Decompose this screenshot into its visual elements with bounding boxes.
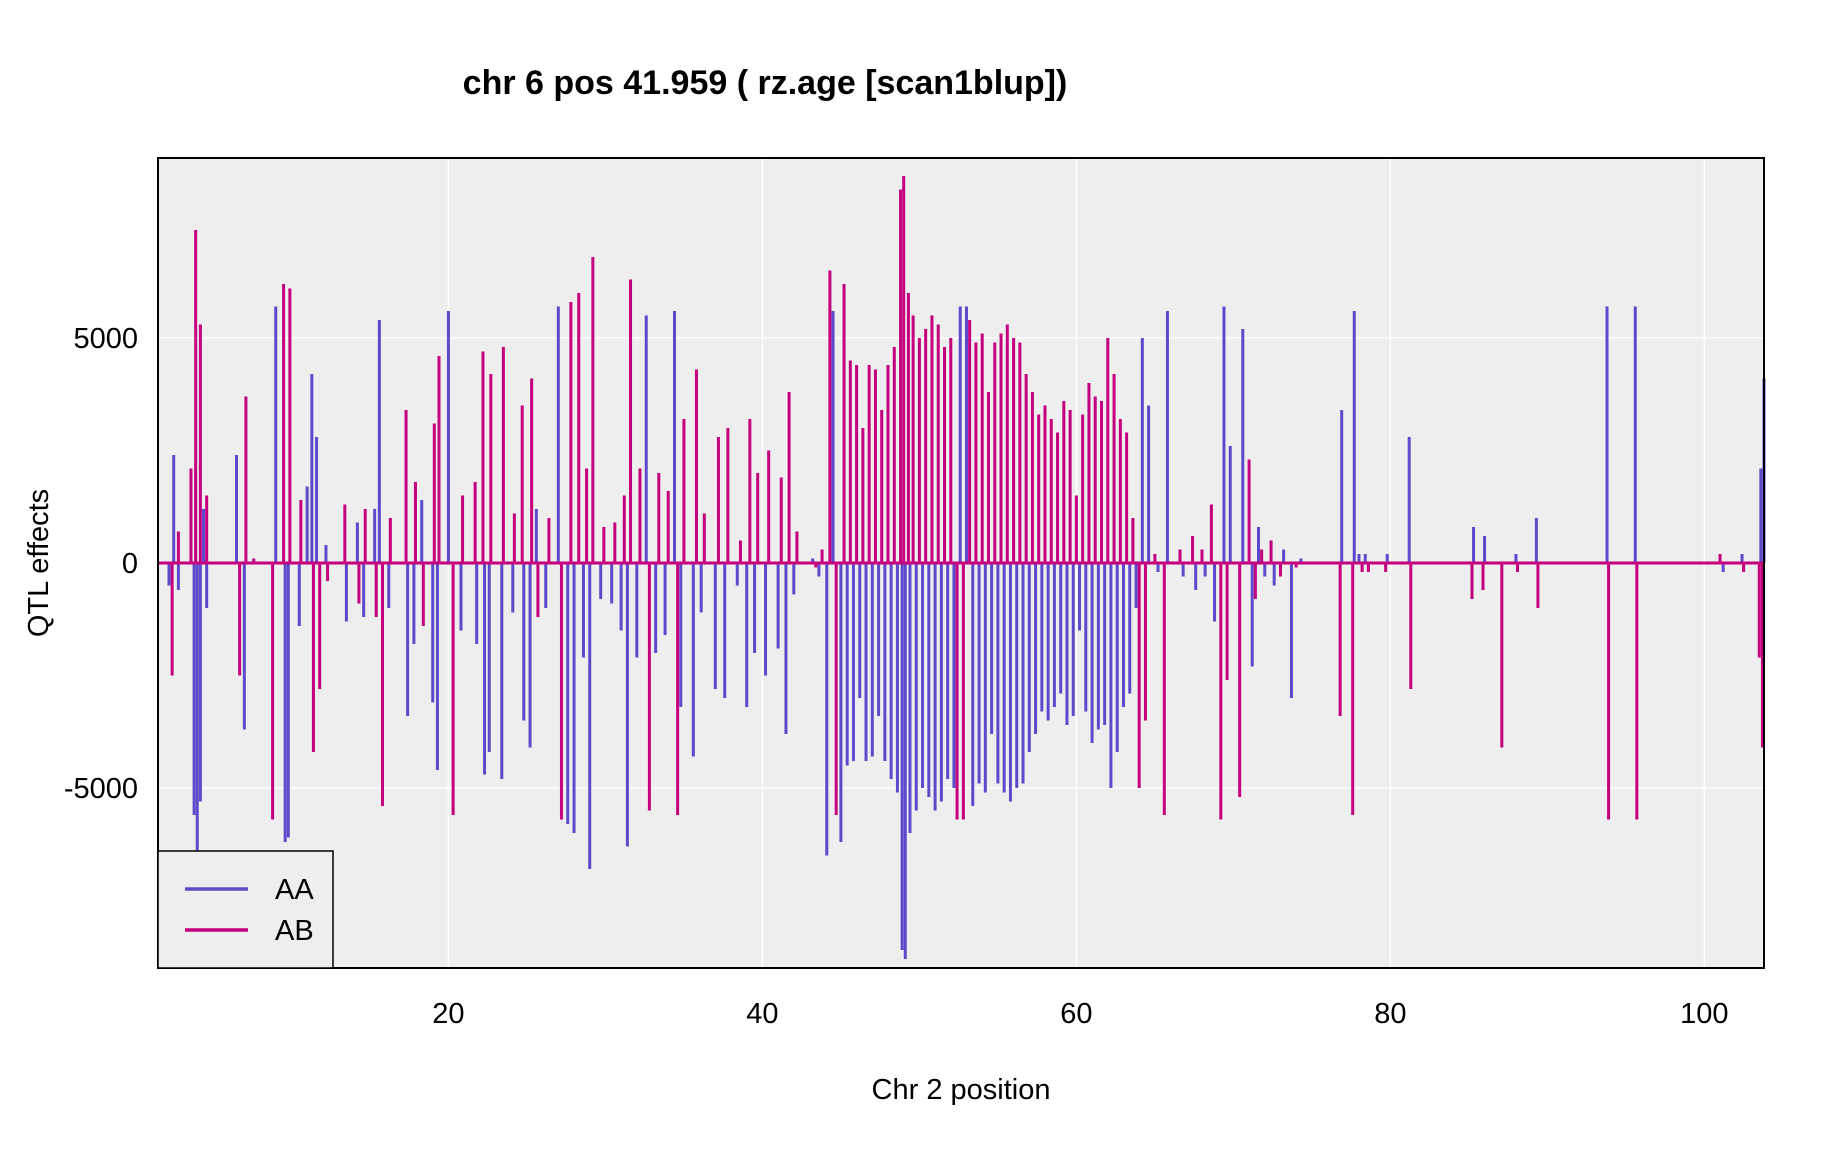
x-tick-label-3: 80 [1374,998,1406,1030]
x-tick-label-0: 20 [432,998,464,1030]
x-axis-ticks: 20 40 60 80 100 [432,998,1728,1030]
chart-title: chr 6 pos 41.959 ( rz.age [scan1blup]) [463,64,1068,102]
x-axis-label: Chr 2 position [872,1074,1051,1106]
y-axis-ticks: -5000 0 5000 [64,323,138,805]
series-ab [158,176,1764,820]
y-tick-label-1: 0 [122,548,138,580]
legend-label-ab: AB [275,915,314,947]
y-tick-label-0: -5000 [64,773,138,805]
y-tick-label-2: 5000 [73,323,138,355]
legend-box [157,850,334,969]
x-tick-label-1: 40 [746,998,778,1030]
legend-label-aa: AA [275,874,314,906]
plot-panel-border [157,157,1765,969]
series-layer [158,176,1766,959]
x-tick-label-4: 100 [1680,998,1728,1030]
y-axis-label: QTL effects [23,489,55,637]
x-tick-label-2: 60 [1060,998,1092,1030]
legend: AA AB [157,850,334,969]
